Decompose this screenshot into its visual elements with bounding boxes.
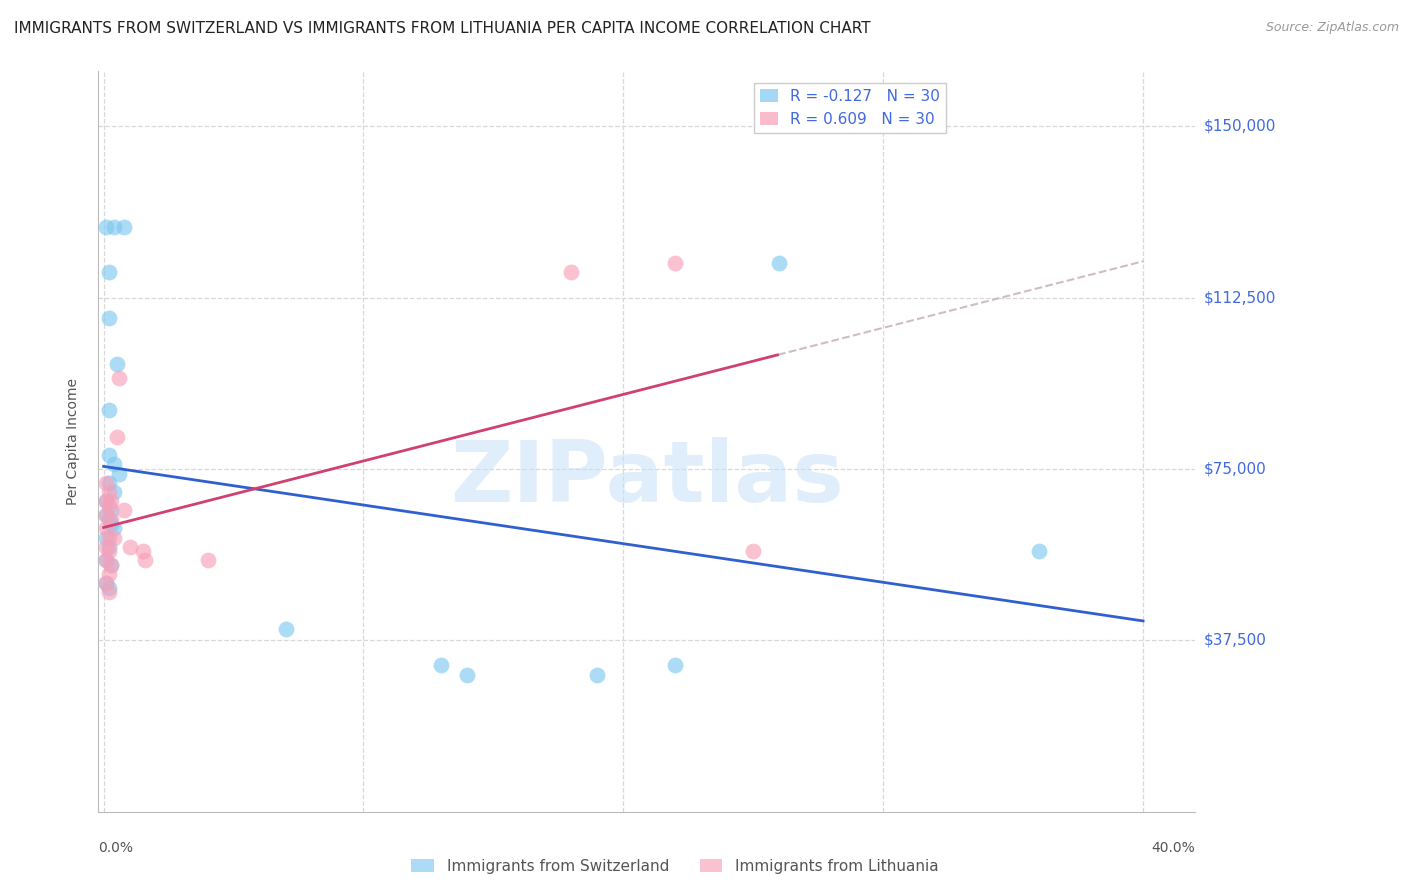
Point <box>97 448 120 462</box>
Point <box>1028 544 1050 558</box>
Point <box>100 503 122 517</box>
Point <box>118 540 141 554</box>
Text: $112,500: $112,500 <box>1204 290 1275 305</box>
Point <box>97 544 120 558</box>
Point <box>96 508 118 522</box>
Text: 0.0%: 0.0% <box>98 841 134 855</box>
Point <box>274 622 297 636</box>
Point <box>103 521 125 535</box>
Point <box>108 467 131 481</box>
Point <box>105 357 128 371</box>
Text: ZIPatlas: ZIPatlas <box>450 437 844 520</box>
Point <box>100 512 122 526</box>
Point <box>97 484 120 499</box>
Point <box>112 219 135 234</box>
Point <box>97 265 120 279</box>
Point <box>96 494 118 508</box>
Point <box>96 540 118 554</box>
Point <box>97 540 120 554</box>
Point <box>768 256 790 270</box>
Point <box>97 585 120 599</box>
Y-axis label: Per Capita Income: Per Capita Income <box>66 378 80 505</box>
Point <box>96 553 118 567</box>
Point <box>131 544 153 558</box>
Point <box>97 531 120 545</box>
Legend: R = -0.127   N = 30, R = 0.609   N = 30: R = -0.127 N = 30, R = 0.609 N = 30 <box>754 83 946 133</box>
Point <box>100 494 122 508</box>
Point <box>103 219 125 234</box>
Point <box>96 475 118 490</box>
Point <box>103 484 125 499</box>
Point <box>112 503 135 517</box>
Point <box>96 576 118 591</box>
Point <box>197 553 219 567</box>
Point <box>97 402 120 417</box>
Text: 40.0%: 40.0% <box>1152 841 1195 855</box>
Point <box>664 658 686 673</box>
Text: IMMIGRANTS FROM SWITZERLAND VS IMMIGRANTS FROM LITHUANIA PER CAPITA INCOME CORRE: IMMIGRANTS FROM SWITZERLAND VS IMMIGRANT… <box>14 21 870 36</box>
Point <box>97 311 120 326</box>
Text: $37,500: $37,500 <box>1204 632 1267 648</box>
Point <box>96 576 118 591</box>
Legend: Immigrants from Switzerland, Immigrants from Lithuania: Immigrants from Switzerland, Immigrants … <box>405 853 945 880</box>
Point <box>430 658 453 673</box>
Point <box>134 553 156 567</box>
Point <box>100 558 122 572</box>
Point <box>97 567 120 582</box>
Point <box>586 667 609 681</box>
Point <box>664 256 686 270</box>
Point <box>560 265 582 279</box>
Point <box>96 494 118 508</box>
Point <box>456 667 478 681</box>
Point <box>97 512 120 526</box>
Text: $75,000: $75,000 <box>1204 461 1267 476</box>
Point <box>100 516 122 531</box>
Point <box>100 558 122 572</box>
Text: $150,000: $150,000 <box>1204 119 1275 134</box>
Point <box>742 544 765 558</box>
Point <box>103 458 125 472</box>
Point <box>96 531 118 545</box>
Point <box>96 553 118 567</box>
Point <box>96 508 118 522</box>
Point <box>97 499 120 513</box>
Point <box>96 219 118 234</box>
Point <box>96 521 118 535</box>
Point <box>97 581 120 595</box>
Point <box>105 430 128 444</box>
Point <box>103 531 125 545</box>
Point <box>97 475 120 490</box>
Text: Source: ZipAtlas.com: Source: ZipAtlas.com <box>1265 21 1399 34</box>
Point <box>108 370 131 384</box>
